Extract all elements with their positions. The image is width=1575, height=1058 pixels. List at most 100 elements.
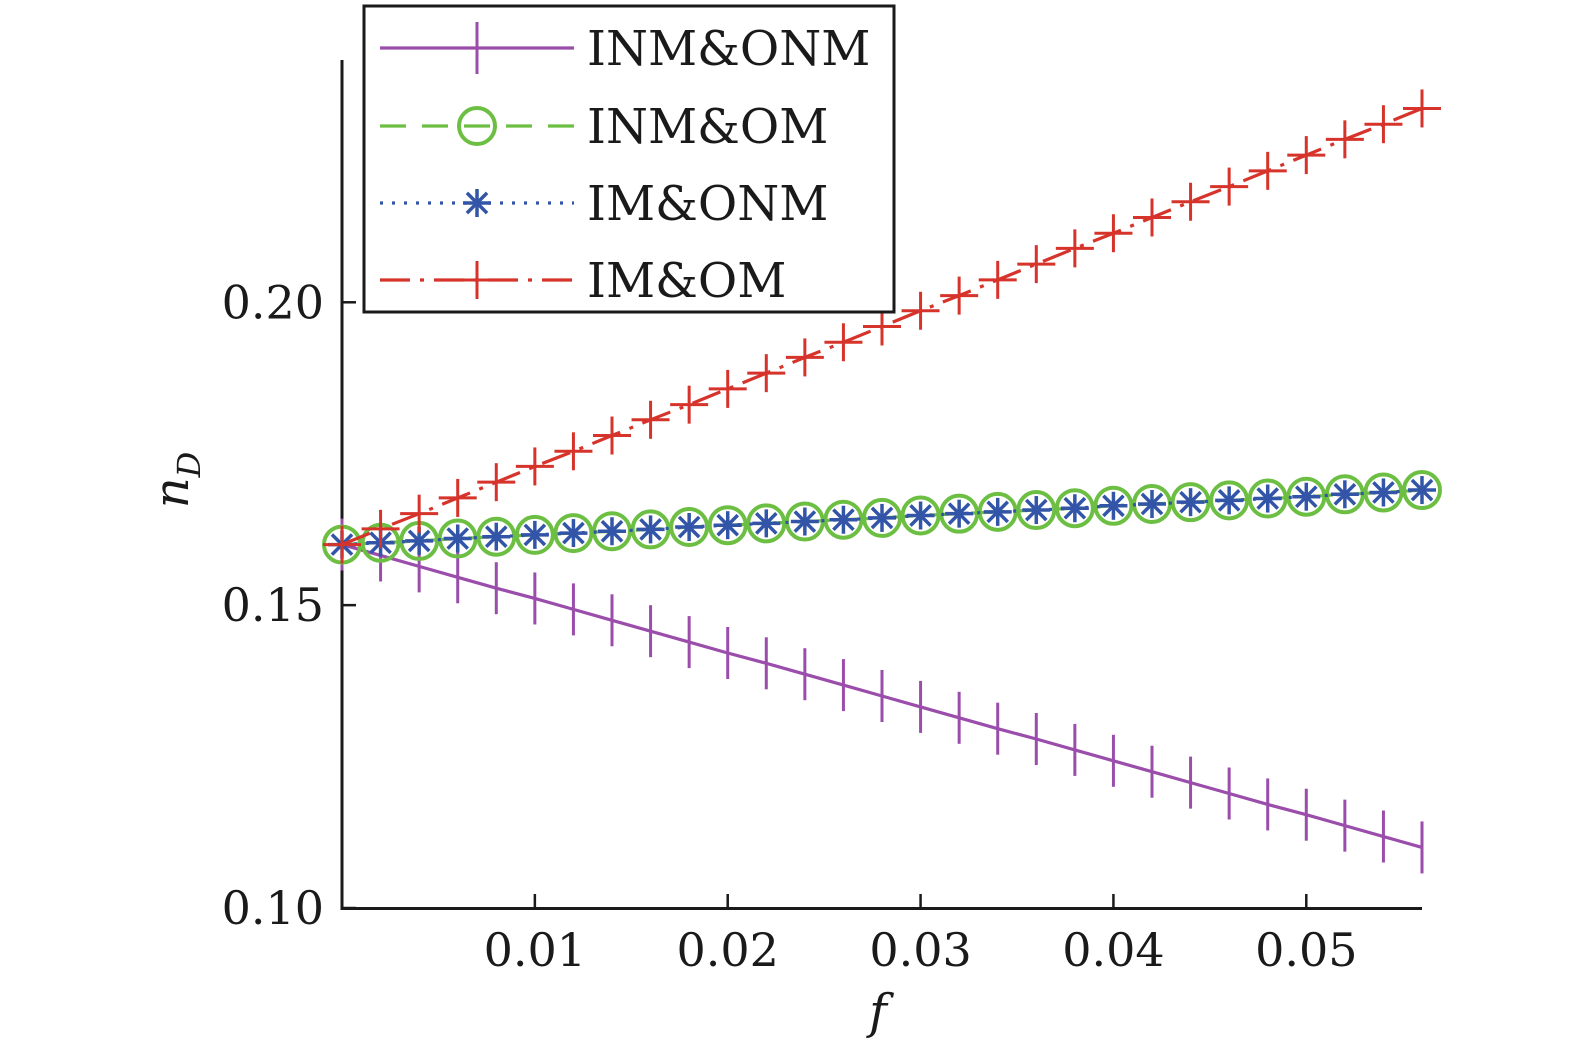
- data-point: [1369, 478, 1398, 507]
- data-point: [823, 499, 864, 540]
- legend-marker: [458, 261, 496, 299]
- data-point: [1170, 482, 1211, 523]
- data-point: [829, 505, 858, 534]
- data-point: [1402, 470, 1442, 511]
- x-tick-label: 0.05: [1255, 923, 1357, 977]
- data-point: [713, 511, 742, 540]
- data-point: [515, 447, 554, 486]
- data-point: [1099, 491, 1128, 520]
- data-point: [1022, 496, 1051, 525]
- data-point: [1248, 151, 1287, 190]
- y-axis-title-subscript: D: [170, 452, 208, 479]
- data-point: [598, 517, 626, 546]
- data-point: [1253, 484, 1282, 513]
- data-point: [906, 501, 935, 530]
- data-point: [1403, 89, 1441, 128]
- data-point: [945, 499, 974, 528]
- data-point: [514, 514, 555, 555]
- legend-box: [362, 4, 896, 314]
- data-point: [675, 513, 704, 542]
- data-point: [939, 493, 980, 534]
- series-3: [323, 89, 1441, 564]
- data-point: [670, 385, 709, 424]
- data-point: [1292, 482, 1321, 511]
- data-point: [1176, 488, 1205, 517]
- data-point: [824, 323, 863, 362]
- data-point: [1247, 478, 1288, 519]
- data-point: [443, 524, 472, 553]
- x-tick-label: 0.02: [677, 923, 779, 977]
- legend-label: IM&ONM: [587, 176, 828, 232]
- data-point: [669, 507, 710, 548]
- x-tick-label: 0.03: [869, 923, 971, 977]
- series-2: [328, 476, 1436, 559]
- series-0: [340, 518, 1424, 874]
- legend-entry: IM&OM: [380, 253, 786, 309]
- data-point: [476, 516, 517, 557]
- data-point: [1210, 167, 1249, 206]
- data-point: [631, 400, 670, 439]
- legend-label: INM&OM: [587, 99, 828, 155]
- data-point: [1408, 476, 1436, 505]
- data-point: [708, 369, 747, 408]
- data-point: [636, 515, 665, 544]
- data-point: [746, 503, 787, 544]
- legend-label: INM&ONM: [587, 21, 870, 77]
- data-point: [747, 354, 786, 393]
- series-layer: [322, 89, 1442, 874]
- data-point: [940, 276, 979, 315]
- data-point: [1363, 472, 1404, 513]
- legend-entry: INM&OM: [380, 99, 828, 155]
- data-point: [790, 507, 819, 536]
- data-point: [862, 497, 902, 538]
- data-point: [1171, 182, 1210, 221]
- data-point: [1017, 245, 1056, 284]
- data-point: [752, 509, 781, 538]
- data-point: [785, 338, 824, 377]
- legend-entry: IM&ONM: [380, 176, 828, 232]
- y-axis-title-main: n: [144, 477, 200, 508]
- legend-marker: [457, 106, 497, 146]
- data-point: [707, 505, 748, 546]
- data-point: [554, 432, 593, 471]
- legend-marker: [463, 189, 491, 217]
- data-point: [1325, 120, 1364, 159]
- x-tick-label: 0.04: [1062, 923, 1164, 977]
- data-point: [1016, 490, 1057, 531]
- data-point: [405, 526, 434, 555]
- data-point: [983, 497, 1012, 526]
- x-axis-title: f: [866, 984, 894, 1040]
- data-point: [1133, 198, 1171, 237]
- data-point: [868, 503, 896, 532]
- data-point: [1055, 229, 1094, 268]
- data-point: [1209, 480, 1250, 521]
- y-tick-label: 0.15: [222, 578, 324, 632]
- data-point: [438, 478, 477, 517]
- axes: [340, 60, 1422, 910]
- data-point: [593, 416, 631, 455]
- data-point: [477, 463, 516, 502]
- data-point: [901, 291, 940, 330]
- y-ticks: 0.10 0.15 0.20: [222, 275, 356, 935]
- y-tick-label: 0.20: [222, 275, 324, 329]
- data-point: [978, 260, 1017, 299]
- data-point: [559, 519, 588, 548]
- legend-label: IM&OM: [587, 253, 786, 309]
- data-point: [1364, 105, 1403, 144]
- y-tick-label: 0.10: [222, 881, 324, 935]
- data-point: [863, 307, 901, 346]
- x-tick-label: 0.01: [484, 923, 586, 977]
- data-point: [1286, 476, 1327, 517]
- legend: INM&ONM INM&OM IM&ONM IM&OM: [362, 4, 896, 314]
- data-point: [1287, 136, 1326, 175]
- data-point: [323, 525, 361, 564]
- data-point: [1094, 214, 1133, 253]
- data-point: [553, 513, 594, 554]
- data-point: [1054, 488, 1095, 529]
- x-ticks: 0.01 0.02 0.03 0.04 0.05: [484, 894, 1357, 977]
- data-point: [361, 509, 400, 548]
- legend-entry: INM&ONM: [380, 21, 870, 77]
- data-point: [1215, 486, 1244, 515]
- data-point: [1138, 489, 1166, 518]
